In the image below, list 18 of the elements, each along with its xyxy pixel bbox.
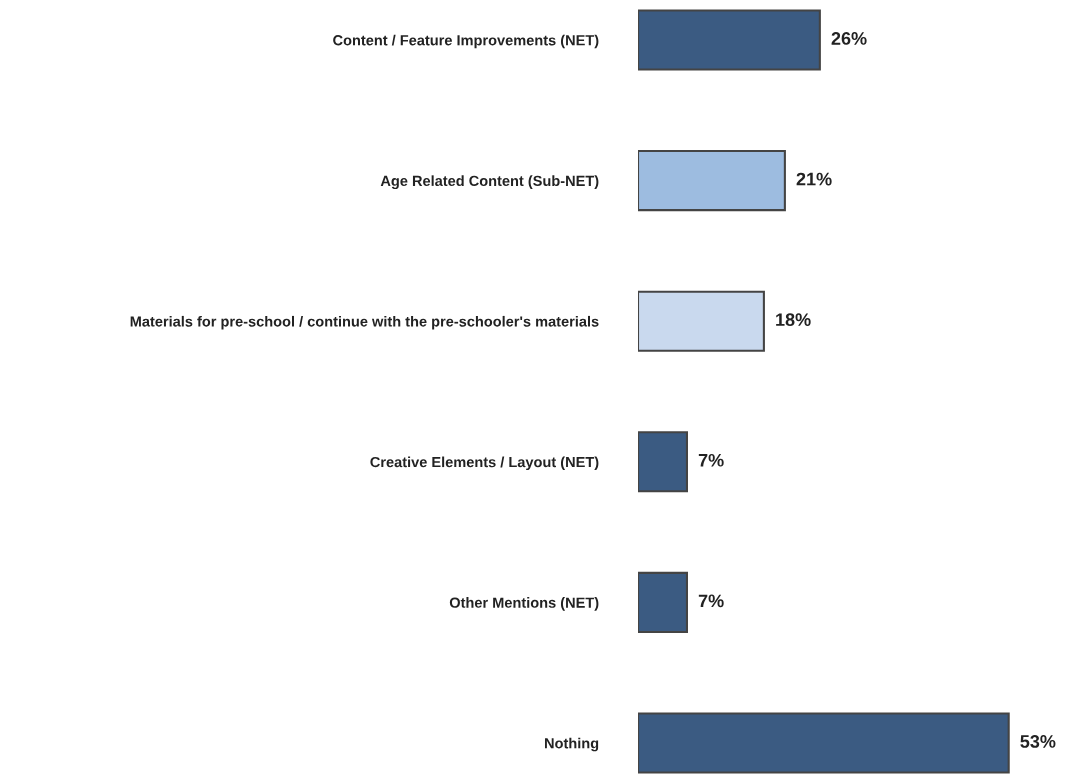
bar (638, 150, 786, 212)
y-tick-label: Age Related Content (Sub-NET) (380, 175, 599, 189)
y-tick-label: Creative Elements / Layout (NET) (370, 456, 599, 471)
bar (638, 431, 688, 493)
y-tick-label: Content / Feature Improvements (NET) (333, 34, 599, 49)
data-label: 21% (796, 172, 832, 186)
data-label: 26% (831, 32, 867, 45)
bar (638, 9, 821, 71)
data-label: 18% (776, 313, 811, 327)
data-label: 53% (1020, 735, 1056, 748)
bar (638, 712, 1010, 774)
y-tick-label: Other Mentions (NET) (449, 597, 599, 611)
y-tick-label: Nothing (545, 737, 599, 752)
bar (638, 290, 765, 352)
bar (638, 571, 688, 633)
y-tick-label: Materials for pre-school / continue with the pre-schooler's materials (130, 315, 599, 330)
data-label: 7% (698, 594, 724, 608)
data-label: 7% (698, 453, 724, 467)
